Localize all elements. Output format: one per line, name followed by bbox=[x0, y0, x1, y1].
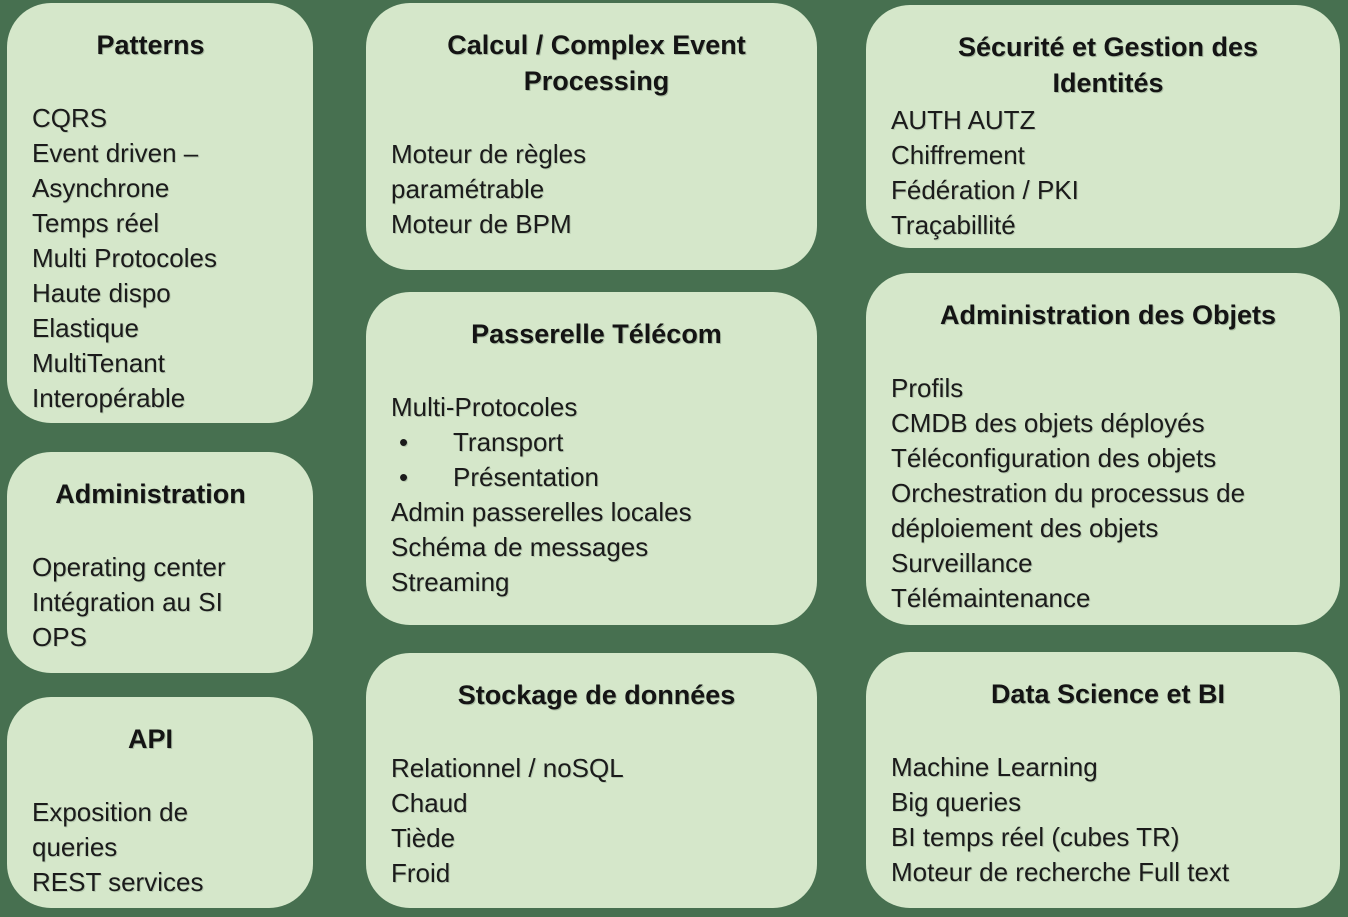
list-item: Froid bbox=[391, 858, 451, 888]
box-passerelle-title: Passerelle Télécom bbox=[471, 319, 722, 349]
list-item: Surveillance bbox=[891, 548, 1033, 578]
list-item: CQRS bbox=[32, 103, 108, 133]
list-item: Elastique bbox=[32, 313, 139, 343]
list-item: Relationnel / noSQL bbox=[391, 753, 624, 783]
list-item: Multi Protocoles bbox=[32, 243, 217, 273]
list-item: Intégration au SI bbox=[32, 587, 223, 617]
box-securite-items: AUTH AUTZ Chiffrement Fédération / PKI Traç… bbox=[891, 103, 1325, 243]
list-item: Schéma de messages bbox=[391, 532, 649, 562]
list-item: Exposition de queries bbox=[32, 797, 189, 862]
box-patterns-title: Patterns bbox=[96, 30, 205, 60]
box-calcul-items: Moteur de règles paramétrable Moteur de B… bbox=[391, 137, 802, 242]
list-item: Présentation bbox=[391, 460, 802, 495]
box-stockage-de-donnees: Stockage de données Relationnel / noSQL C… bbox=[366, 653, 817, 908]
list-item: MultiTenant bbox=[32, 348, 165, 378]
box-administration-title: Administration bbox=[55, 479, 246, 509]
list-item: Event driven – Asynchrone bbox=[32, 138, 199, 203]
box-administration-items: Operating center Intégration au SI OPS bbox=[32, 550, 269, 655]
list-item: Big queries bbox=[891, 787, 1022, 817]
box-api-items: Exposition de queries REST services bbox=[32, 795, 269, 900]
list-item: Tiède bbox=[391, 823, 456, 853]
box-api: API Exposition de queries REST services bbox=[7, 697, 313, 908]
list-item: Profils bbox=[891, 373, 964, 403]
list-item: OPS bbox=[32, 622, 87, 652]
box-data-science-title: Data Science et BI bbox=[990, 679, 1226, 709]
list-item: Admin passerelles locales bbox=[391, 497, 692, 527]
list-item: BI temps réel (cubes TR) bbox=[891, 822, 1180, 852]
list-item: Orchestration du processus de déploiemen… bbox=[891, 478, 1246, 543]
box-calcul-complex-event-processing: Calcul / Complex Event Processing Moteur… bbox=[366, 3, 817, 270]
list-item: CMDB des objets déployés bbox=[891, 408, 1205, 438]
box-administration: Administration Operating center Intégrati… bbox=[7, 452, 313, 673]
list-item: Télémaintenance bbox=[891, 583, 1091, 613]
box-data-science-bi: Data Science et BI Machine Learning Big q… bbox=[866, 652, 1340, 908]
box-patterns: Patterns CQRS Event driven – Asynchrone Te… bbox=[7, 3, 313, 423]
list-item: Haute dispo bbox=[32, 278, 171, 308]
box-securite-title: Sécurité et Gestion des Identités bbox=[957, 32, 1259, 98]
list-item: AUTH AUTZ bbox=[891, 105, 1036, 135]
list-item: Chaud bbox=[391, 788, 468, 818]
list-item: Fédération / PKI bbox=[891, 175, 1079, 205]
box-stockage-title: Stockage de données bbox=[457, 680, 736, 710]
list-item: Transport bbox=[391, 425, 802, 460]
list-item: Téléconfiguration des objets bbox=[891, 443, 1217, 473]
box-securite-gestion-identites: Sécurité et Gestion des Identités AUTH A… bbox=[866, 5, 1340, 248]
list-item: Moteur de recherche Full text bbox=[891, 857, 1230, 887]
box-passerelle-telecom: Passerelle Télécom Multi-ProtocolesTrans… bbox=[366, 292, 817, 625]
box-admin-objets-title: Administration des Objets bbox=[939, 300, 1277, 330]
list-item: Streaming bbox=[391, 567, 510, 597]
list-item: Operating center bbox=[32, 552, 226, 582]
list-item: Moteur de règles paramétrable bbox=[391, 139, 587, 204]
box-api-title: API bbox=[127, 724, 173, 754]
box-data-science-items: Machine Learning Big queries BI temps réel… bbox=[891, 750, 1325, 890]
list-item: REST services bbox=[32, 867, 204, 897]
box-admin-objets-items: Profils CMDB des objets déployés Téléconfi… bbox=[891, 371, 1325, 616]
list-item: Traçabillité bbox=[891, 210, 1016, 240]
box-administration-des-objets: Administration des Objets Profils CMDB de… bbox=[866, 273, 1340, 625]
list-item: Moteur de BPM bbox=[391, 209, 572, 239]
box-stockage-items: Relationnel / noSQL Chaud Tiède Froid bbox=[391, 751, 802, 891]
list-item: Interopérable bbox=[32, 383, 186, 413]
box-passerelle-items: Multi-ProtocolesTransportPrésentationAdm… bbox=[391, 390, 802, 600]
box-calcul-title: Calcul / Complex Event Processing bbox=[447, 30, 746, 96]
list-item: Temps réel bbox=[32, 208, 160, 238]
list-item: Multi-Protocoles bbox=[391, 392, 578, 422]
box-patterns-items: CQRS Event driven – Asynchrone Temps réel M… bbox=[32, 101, 269, 416]
list-item: Machine Learning bbox=[891, 752, 1098, 782]
list-item: Chiffrement bbox=[891, 140, 1025, 170]
